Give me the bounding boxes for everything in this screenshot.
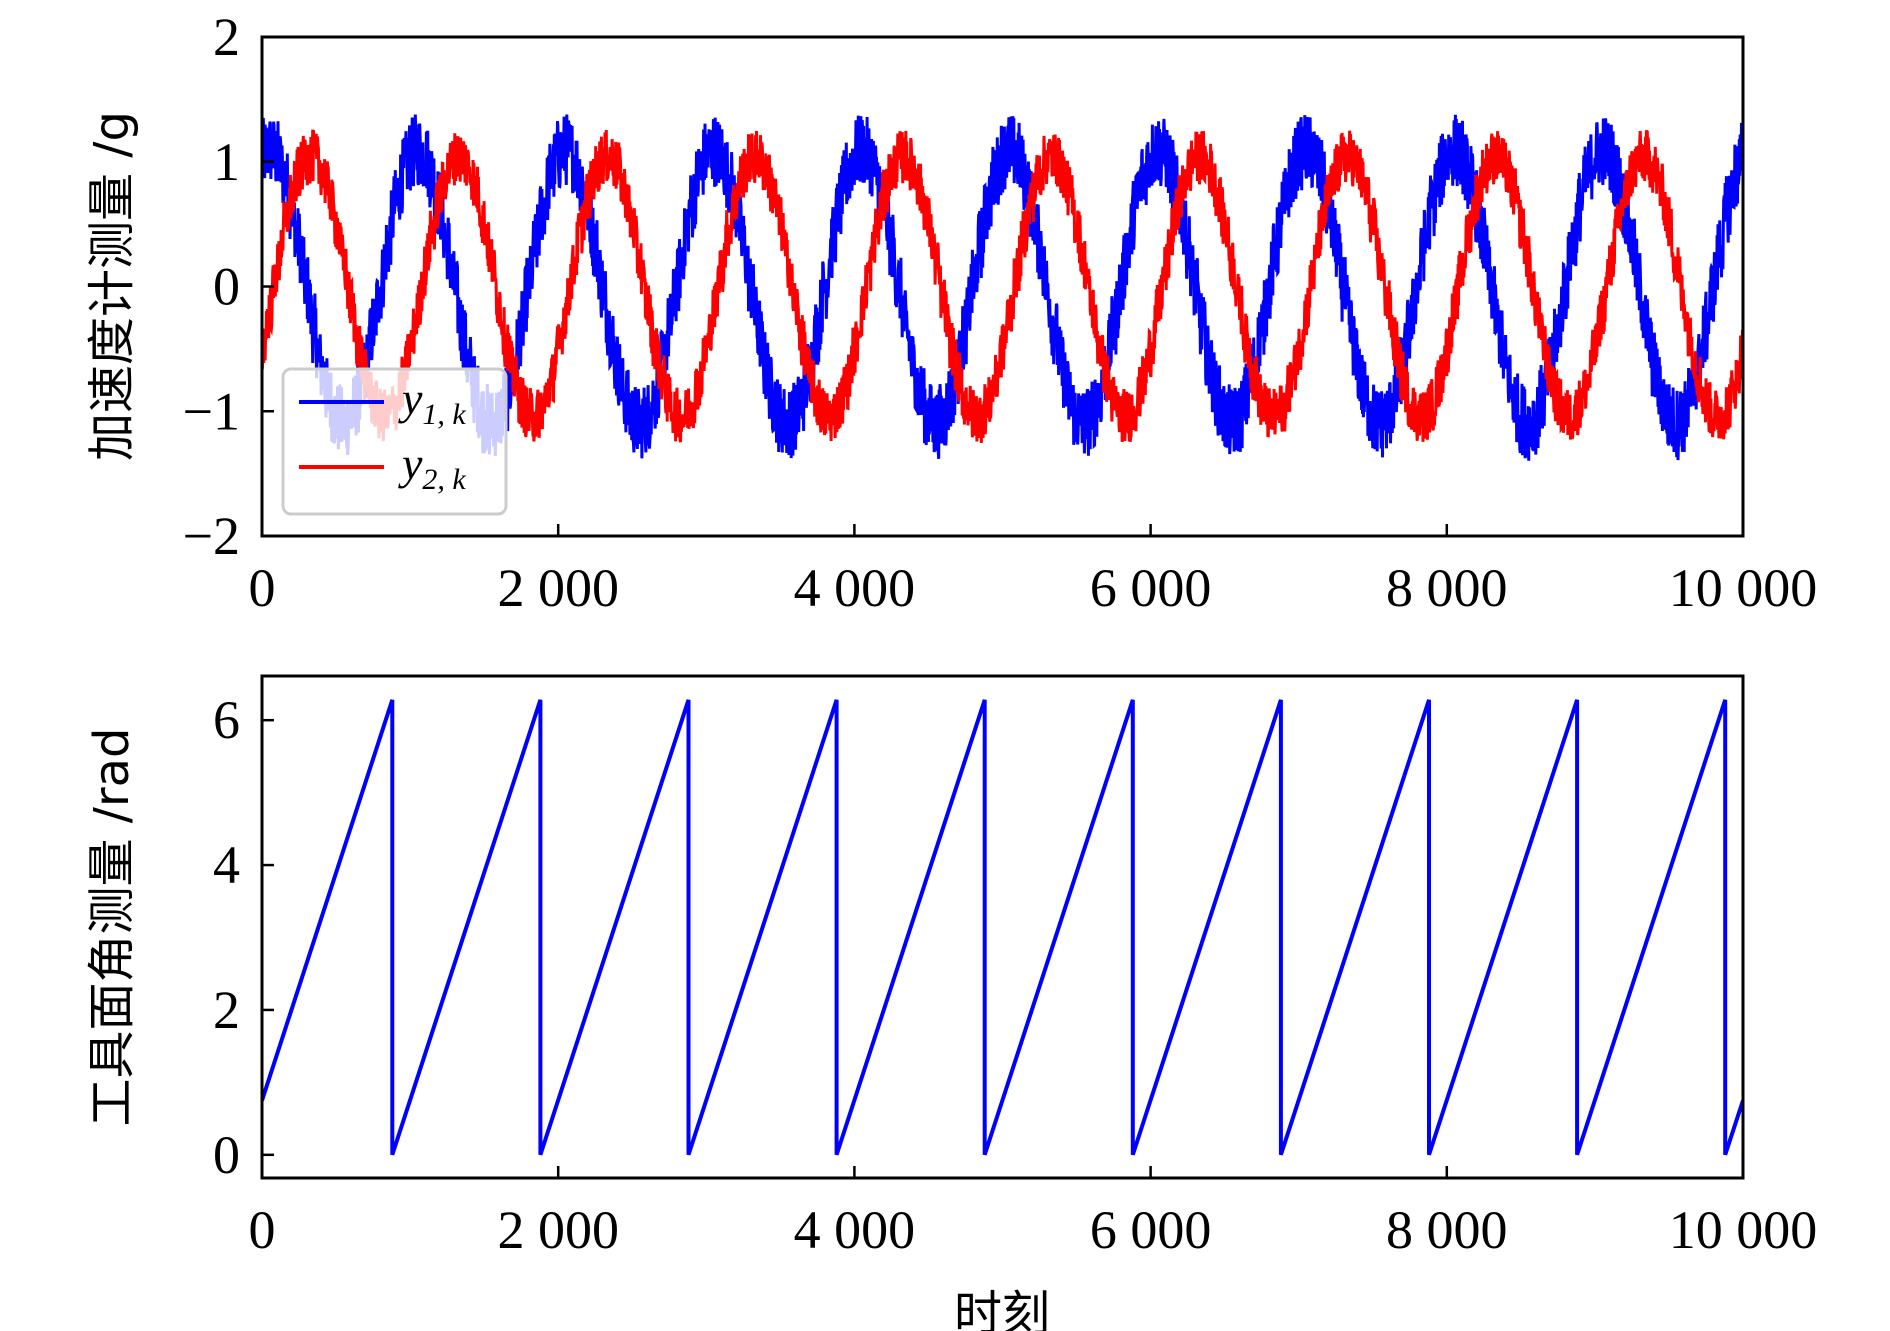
- x-tick-label: 8 000: [1386, 558, 1508, 618]
- x-tick-label: 2 000: [497, 1200, 619, 1260]
- x-tick-label: 10 000: [1669, 558, 1818, 618]
- series-y2-k: [262, 129, 1743, 443]
- y-tick-label: −1: [183, 381, 240, 441]
- x-tick-label: 10 000: [1669, 1200, 1818, 1260]
- legend-label-y1: y1, k: [398, 373, 466, 431]
- x-tick-label: 2 000: [497, 558, 619, 618]
- y-tick-label: 4: [213, 835, 240, 895]
- y-tick-label: 6: [213, 690, 240, 750]
- y-tick-label: 1: [213, 132, 240, 192]
- plot-area: [262, 699, 1743, 1156]
- x-tick-label: 0: [249, 1200, 276, 1260]
- plot-area: [262, 114, 1743, 461]
- axes-frame: [260, 674, 1745, 1180]
- y-axis-label-bottom: 工具面角测量 /rad: [84, 727, 140, 1126]
- accelerometer-plot: 0 2 000 4 000 6 000 8 000 10 000 −2 −1 0 1 2: [183, 7, 1818, 618]
- series-toolface: [262, 699, 1743, 1156]
- y-axis-label-top: 加速度计测量 /g: [84, 111, 140, 461]
- toolface-plot: 0 2 000 4 000 6 000 8 000 10 000 0 2 4 6: [213, 674, 1818, 1260]
- y-tick-label: −2: [183, 506, 240, 566]
- y-tick-label: 0: [213, 257, 240, 317]
- y-tick-label: 0: [213, 1125, 240, 1185]
- x-tick-label: 4 000: [794, 558, 916, 618]
- x-tick-label: 4 000: [794, 1200, 916, 1260]
- y-tick-label: 2: [213, 980, 240, 1040]
- x-tick-label: 8 000: [1386, 1200, 1508, 1260]
- legend: y1, k y2, k: [281, 367, 508, 516]
- x-tick-label: 0: [249, 558, 276, 618]
- x-tick-label: 6 000: [1090, 1200, 1212, 1260]
- x-tick-label: 6 000: [1090, 558, 1212, 618]
- y-tick-label: 2: [213, 7, 240, 67]
- x-axis-label: 时刻: [954, 1286, 1050, 1331]
- legend-box: [281, 367, 508, 516]
- legend-label-y2: y2, k: [398, 438, 466, 496]
